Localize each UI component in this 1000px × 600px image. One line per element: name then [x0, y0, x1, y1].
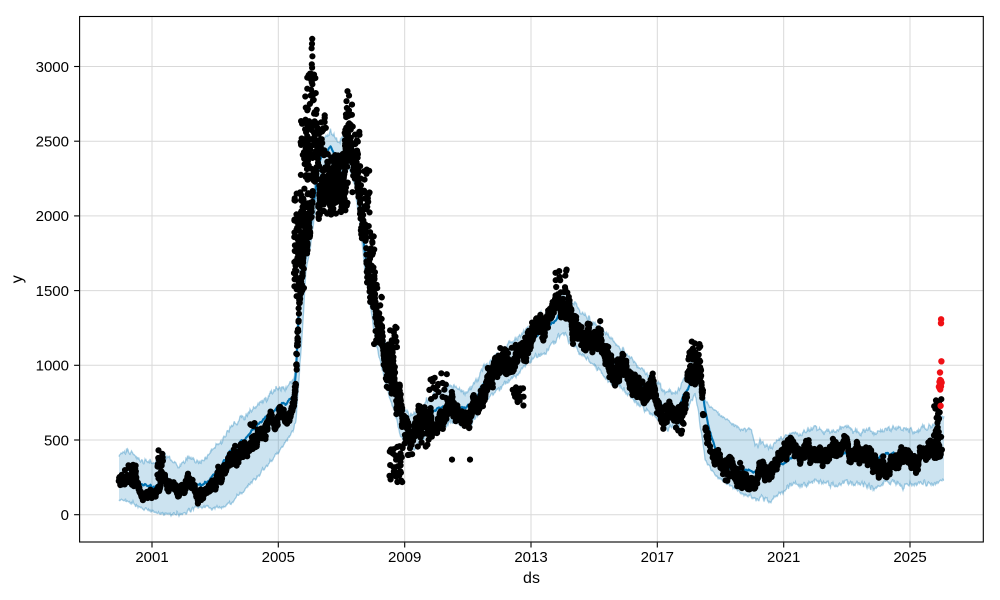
svg-text:500: 500 — [44, 432, 69, 449]
svg-text:2025: 2025 — [893, 549, 926, 566]
svg-text:2009: 2009 — [388, 549, 421, 566]
svg-text:1500: 1500 — [36, 283, 69, 300]
svg-text:2005: 2005 — [262, 549, 295, 566]
svg-text:2013: 2013 — [514, 549, 547, 566]
svg-text:2500: 2500 — [36, 134, 69, 151]
svg-text:2021: 2021 — [767, 549, 800, 566]
svg-text:2001: 2001 — [135, 549, 168, 566]
svg-text:ds: ds — [523, 570, 540, 587]
svg-text:3000: 3000 — [36, 59, 69, 76]
svg-text:2017: 2017 — [641, 549, 674, 566]
svg-text:1000: 1000 — [36, 358, 69, 375]
svg-text:0: 0 — [61, 507, 69, 524]
svg-text:2000: 2000 — [36, 208, 69, 225]
svg-text:y: y — [9, 275, 26, 283]
